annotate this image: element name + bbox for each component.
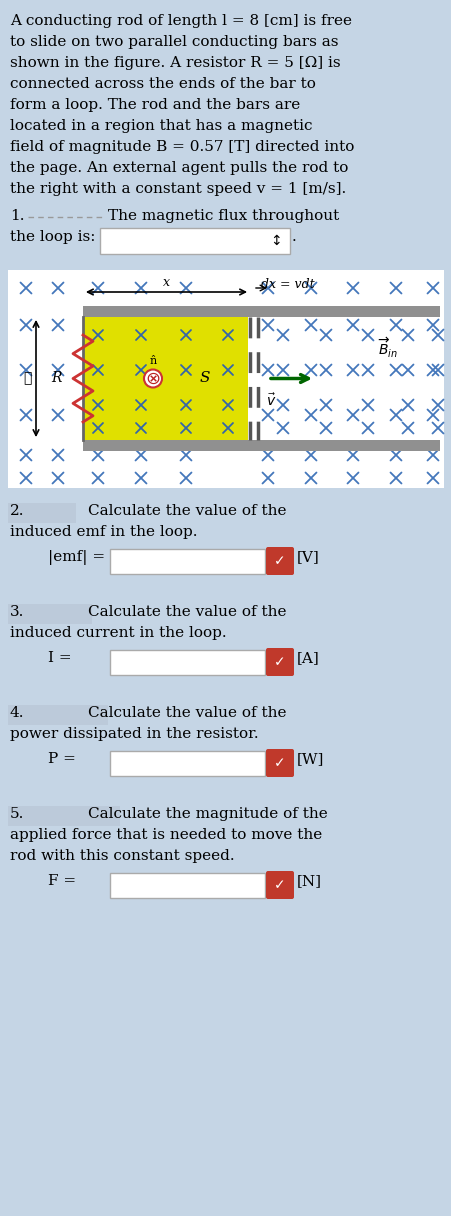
Text: ✓: ✓ <box>274 554 285 568</box>
Text: F =: F = <box>48 874 76 888</box>
Text: x: x <box>163 276 170 289</box>
Bar <box>110 751 264 776</box>
Text: form a loop. The rod and the bars are: form a loop. The rod and the bars are <box>10 98 299 112</box>
Bar <box>8 503 76 523</box>
Text: $\overrightarrow{B}_{in}$: $\overrightarrow{B}_{in}$ <box>377 336 397 360</box>
Text: to slide on two parallel conducting bars as: to slide on two parallel conducting bars… <box>10 35 338 49</box>
Bar <box>83 440 439 451</box>
Text: 4.: 4. <box>10 706 24 720</box>
Text: [V]: [V] <box>296 550 319 564</box>
Text: the right with a constant speed v = 1 [m/s].: the right with a constant speed v = 1 [m… <box>10 182 345 196</box>
Text: the page. An external agent pulls the rod to: the page. An external agent pulls the ro… <box>10 161 348 175</box>
Text: ✓: ✓ <box>274 756 285 770</box>
Text: |emf| =: |emf| = <box>48 550 105 565</box>
Text: Calculate the value of the: Calculate the value of the <box>88 503 286 518</box>
Bar <box>8 604 92 624</box>
FancyBboxPatch shape <box>265 749 293 777</box>
Text: R: R <box>51 372 61 385</box>
Text: .: . <box>291 230 296 244</box>
FancyBboxPatch shape <box>265 648 293 676</box>
Text: The magnetic flux throughout: The magnetic flux throughout <box>108 209 339 223</box>
Bar <box>8 270 443 488</box>
Text: [A]: [A] <box>296 651 319 665</box>
Text: ✓: ✓ <box>274 655 285 669</box>
Text: power dissipated in the resistor.: power dissipated in the resistor. <box>10 727 258 741</box>
Bar <box>8 705 108 725</box>
Text: the loop is:: the loop is: <box>10 230 95 244</box>
Text: P =: P = <box>48 751 76 766</box>
Text: n̂: n̂ <box>149 356 156 366</box>
Text: induced current in the loop.: induced current in the loop. <box>10 626 226 640</box>
Text: located in a region that has a magnetic: located in a region that has a magnetic <box>10 119 312 133</box>
Text: field of magnitude B = 0.57 [T] directed into: field of magnitude B = 0.57 [T] directed… <box>10 140 354 154</box>
Bar <box>110 548 264 574</box>
Text: Calculate the magnitude of the: Calculate the magnitude of the <box>88 807 327 821</box>
Text: S: S <box>199 372 210 385</box>
Text: 5.: 5. <box>10 807 24 821</box>
Text: ℓ: ℓ <box>23 372 32 385</box>
Text: induced emf in the loop.: induced emf in the loop. <box>10 525 197 539</box>
FancyBboxPatch shape <box>265 871 293 899</box>
Bar <box>110 873 264 897</box>
Text: [W]: [W] <box>296 751 324 766</box>
Text: connected across the ends of the bar to: connected across the ends of the bar to <box>10 77 315 91</box>
Bar <box>8 806 120 826</box>
Circle shape <box>144 370 161 388</box>
Text: applied force that is needed to move the: applied force that is needed to move the <box>10 828 322 841</box>
Bar <box>83 306 439 317</box>
Text: ↕: ↕ <box>270 233 281 248</box>
Text: 2.: 2. <box>10 503 24 518</box>
Text: dx = vdt: dx = vdt <box>261 278 314 291</box>
Text: [N]: [N] <box>296 874 321 888</box>
Text: ✓: ✓ <box>274 878 285 893</box>
Text: 3.: 3. <box>10 606 24 619</box>
Text: Calculate the value of the: Calculate the value of the <box>88 706 286 720</box>
Text: 1.: 1. <box>10 209 24 223</box>
Bar <box>83 317 248 440</box>
Text: shown in the figure. A resistor R = 5 [Ω] is: shown in the figure. A resistor R = 5 [Ω… <box>10 56 340 71</box>
Bar <box>110 651 264 675</box>
Text: $\vec{v}$: $\vec{v}$ <box>265 393 276 409</box>
FancyBboxPatch shape <box>265 547 293 575</box>
Bar <box>100 229 290 254</box>
Text: Calculate the value of the: Calculate the value of the <box>88 606 286 619</box>
Text: I =: I = <box>48 651 71 665</box>
Text: rod with this constant speed.: rod with this constant speed. <box>10 849 234 863</box>
Text: A conducting rod of length l = 8 [cm] is free: A conducting rod of length l = 8 [cm] is… <box>10 15 351 28</box>
Text: ⊗: ⊗ <box>145 370 160 388</box>
